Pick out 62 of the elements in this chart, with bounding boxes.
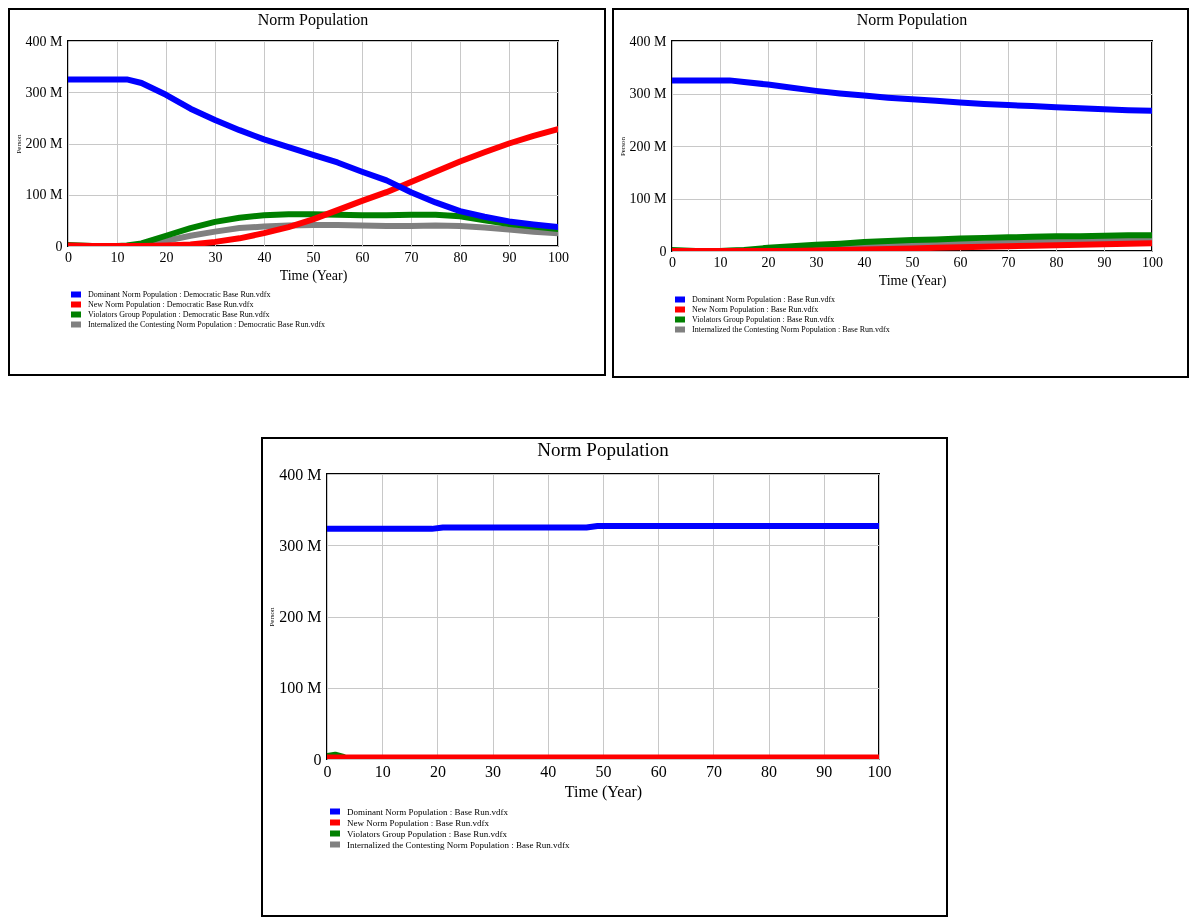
y-tick-label: 300 M xyxy=(279,536,322,554)
legend-label: Violators Group Population : Base Run.vdfx xyxy=(347,828,508,839)
legend-label: Dominant Norm Population : Base Run.vdfx xyxy=(692,294,836,304)
y-tick-label: 200 M xyxy=(279,608,322,625)
x-tick-label: 80 xyxy=(453,249,468,265)
x-tick-label: 20 xyxy=(429,762,446,780)
legend-label: Internalized the Contesting Norm Population : Democratic Base Run.vdfx xyxy=(88,319,326,329)
x-tick-label: 50 xyxy=(306,249,321,265)
y-tick-label: 0 xyxy=(55,238,63,254)
y-tick-label: 400 M xyxy=(629,33,668,49)
x-tick-label: 40 xyxy=(257,249,272,265)
y-tick-label: 400 M xyxy=(279,465,322,483)
x-axis-title: Time (Year) xyxy=(564,782,643,801)
x-tick-label: 80 xyxy=(1049,254,1064,270)
x-tick-label: 90 xyxy=(502,249,517,265)
x-tick-label: 10 xyxy=(374,762,391,780)
legend-label: Internalized the Contesting Norm Population : Base Run.vdfx xyxy=(347,839,570,850)
x-tick-label: 30 xyxy=(208,249,223,265)
x-tick-label: 100 xyxy=(548,249,569,265)
x-tick-label: 70 xyxy=(404,249,419,265)
y-tick-label: 300 M xyxy=(629,86,668,101)
y-tick-label: 100 M xyxy=(629,191,668,206)
legend-label: Violators Group Population : Democratic Base Run.vdfx xyxy=(88,309,270,319)
y-tick-label: 400 M xyxy=(25,33,64,49)
legend-label: Internalized the Contesting Norm Population : Base Run.vdfx xyxy=(692,324,890,334)
legend-label: New Norm Population : Base Run.vdfx xyxy=(692,304,819,314)
x-tick-label: 100 xyxy=(867,762,892,780)
x-tick-label: 70 xyxy=(705,762,722,780)
x-tick-label: 10 xyxy=(713,254,728,270)
x-tick-label: 90 xyxy=(1097,254,1112,270)
y-tick-label: 300 M xyxy=(25,84,64,100)
chart-title: Norm Population xyxy=(537,439,670,460)
legend-label: New Norm Population : Base Run.vdfx xyxy=(347,817,490,828)
x-tick-label: 30 xyxy=(485,762,502,780)
x-tick-label: 40 xyxy=(540,762,557,780)
x-tick-label: 70 xyxy=(1001,254,1016,270)
x-tick-label: 20 xyxy=(159,249,174,265)
legend-label: Violators Group Population : Base Run.vdfx xyxy=(692,314,835,324)
y-tick-label: 0 xyxy=(313,750,322,768)
chart-title: Norm Population xyxy=(257,11,369,29)
x-tick-label: 50 xyxy=(595,762,612,780)
y-tick-label: 100 M xyxy=(25,187,64,203)
x-axis-title: Time (Year) xyxy=(279,267,348,284)
x-tick-label: 60 xyxy=(355,249,370,265)
x-tick-label: 90 xyxy=(816,762,833,780)
chart-title: Norm Population xyxy=(856,11,968,29)
x-tick-label: 50 xyxy=(905,254,920,270)
x-tick-label: 40 xyxy=(857,254,872,270)
x-tick-label: 80 xyxy=(761,762,778,780)
x-tick-label: 60 xyxy=(953,254,968,270)
legend-label: Dominant Norm Population : Democratic Base Run.vdfx xyxy=(88,289,271,299)
x-tick-label: 20 xyxy=(761,254,776,270)
y-tick-label: 100 M xyxy=(279,679,322,697)
x-tick-label: 30 xyxy=(809,254,824,270)
y-tick-label: 200 M xyxy=(25,136,64,151)
x-tick-label: 10 xyxy=(110,249,125,265)
x-axis-title: Time (Year) xyxy=(878,272,947,289)
x-tick-label: 100 xyxy=(1142,254,1163,270)
y-tick-label: 200 M xyxy=(629,138,668,154)
x-tick-label: 60 xyxy=(650,762,667,780)
legend-label: New Norm Population : Democratic Base Run.vdfx xyxy=(88,299,254,309)
legend-label: Dominant Norm Population : Base Run.vdfx xyxy=(347,806,509,817)
